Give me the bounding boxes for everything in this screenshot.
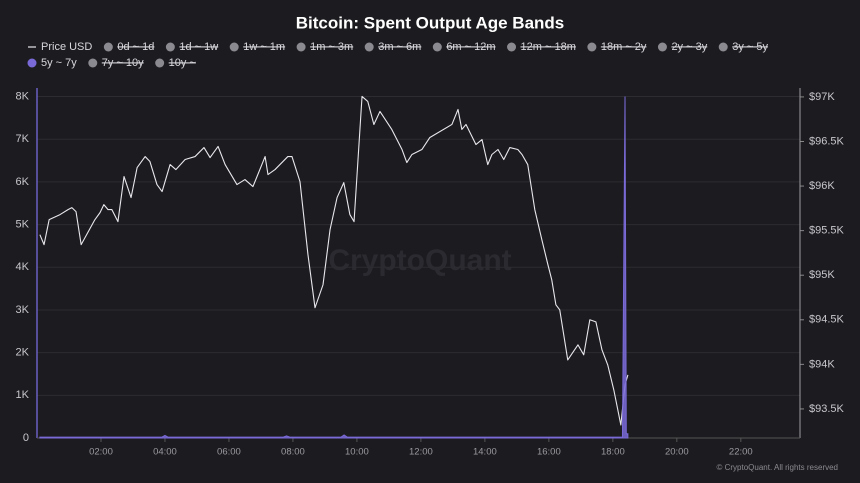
legend-item[interactable]: 10y ~ bbox=[155, 57, 196, 69]
y-tick-label: 7K bbox=[16, 133, 30, 145]
legend-label: Price USD bbox=[41, 41, 92, 53]
legend-item[interactable]: 5y ~ 7y bbox=[27, 57, 78, 69]
y-tick-label: 3K bbox=[16, 304, 30, 316]
y2-tick-label: $94.5K bbox=[809, 314, 845, 326]
x-tick-label: 04:00 bbox=[153, 447, 177, 458]
y2-tick-label: $93.5K bbox=[809, 403, 845, 415]
legend-item[interactable]: 2y ~ 3y bbox=[657, 41, 708, 53]
legend-swatch bbox=[718, 42, 728, 52]
series-line bbox=[39, 95, 629, 426]
x-tick-label: 12:00 bbox=[409, 447, 433, 458]
y2-tick-label: $96.5K bbox=[809, 135, 845, 147]
x-tick-label: 02:00 bbox=[89, 447, 113, 458]
legend-label: 12m ~ 18m bbox=[521, 41, 576, 53]
legend-item[interactable]: 3m ~ 6m bbox=[364, 41, 422, 53]
legend-label: 1m ~ 3m bbox=[310, 41, 353, 53]
legend-label: 2y ~ 3y bbox=[671, 41, 707, 53]
legend-label: 1d ~ 1w bbox=[179, 41, 218, 53]
legend-swatch bbox=[364, 42, 374, 52]
legend-swatch bbox=[103, 42, 113, 52]
legend-swatch bbox=[165, 42, 175, 52]
legend-label: 7y ~ 10y bbox=[102, 57, 144, 69]
y2-tick-label: $96K bbox=[809, 180, 835, 192]
y-tick-label: 1K bbox=[16, 389, 30, 401]
legend-label: 1w ~ 1m bbox=[243, 41, 285, 53]
legend-label: 3y ~ 5y bbox=[732, 41, 768, 53]
legend-item[interactable]: 18m ~ 2y bbox=[587, 41, 647, 53]
legend-label: 6m ~ 12m bbox=[446, 41, 495, 53]
legend-swatch bbox=[507, 42, 517, 52]
x-tick-label: 20:00 bbox=[665, 447, 689, 458]
legend-swatch bbox=[88, 58, 98, 68]
watermark: CryptoQuant bbox=[328, 244, 511, 277]
y2-tick-label: $95K bbox=[809, 269, 835, 281]
legend-item[interactable]: 0d ~ 1d bbox=[103, 41, 155, 53]
legend-item[interactable]: 1w ~ 1m bbox=[229, 41, 285, 53]
footer: © CryptoQuant. All rights reserved bbox=[717, 463, 839, 472]
legend-item[interactable]: 1m ~ 3m bbox=[296, 41, 354, 53]
legend-swatch bbox=[587, 42, 597, 52]
y-tick-label: 2K bbox=[16, 347, 30, 359]
y-tick-label: 4K bbox=[16, 261, 30, 273]
legend-swatch bbox=[155, 58, 165, 68]
legend-label: 3m ~ 6m bbox=[378, 41, 421, 53]
legend-swatch bbox=[229, 42, 239, 52]
y2-tick-label: $95.5K bbox=[809, 225, 845, 237]
legend-item[interactable]: 6m ~ 12m bbox=[432, 41, 496, 53]
x-tick-label: 14:00 bbox=[473, 447, 497, 458]
legend-label: 0d ~ 1d bbox=[117, 41, 154, 53]
x-tick-label: 18:00 bbox=[601, 447, 625, 458]
legend-swatch bbox=[432, 42, 442, 52]
legend-swatch bbox=[27, 58, 37, 68]
legend-label: 18m ~ 2y bbox=[601, 41, 647, 53]
legend-swatch bbox=[296, 42, 306, 52]
legend-item[interactable]: 3y ~ 5y bbox=[718, 41, 769, 53]
y-tick-label: 5K bbox=[16, 218, 30, 230]
legend-label: 10y ~ bbox=[169, 57, 196, 69]
chart-title: Bitcoin: Spent Output Age Bands bbox=[296, 13, 565, 32]
y2-tick-label: $97K bbox=[809, 91, 835, 103]
y-tick-label: 8K bbox=[16, 90, 30, 102]
x-tick-label: 16:00 bbox=[537, 447, 561, 458]
x-tick-label: 10:00 bbox=[345, 447, 369, 458]
y-tick-label: 0 bbox=[23, 432, 29, 444]
y-tick-label: 6K bbox=[16, 176, 30, 188]
x-tick-label: 08:00 bbox=[281, 447, 305, 458]
legend-label: 5y ~ 7y bbox=[41, 57, 77, 69]
legend-swatch bbox=[657, 42, 667, 52]
legend-item[interactable]: 12m ~ 18m bbox=[507, 41, 576, 53]
y2-tick-label: $94K bbox=[809, 358, 835, 370]
legend-item[interactable]: 1d ~ 1w bbox=[165, 41, 218, 53]
legend-item[interactable]: 7y ~ 10y bbox=[88, 57, 144, 69]
x-tick-label: 22:00 bbox=[729, 447, 753, 458]
series-area bbox=[39, 96, 629, 439]
legend-item[interactable]: Price USD bbox=[28, 41, 92, 53]
x-tick-label: 06:00 bbox=[217, 447, 241, 458]
